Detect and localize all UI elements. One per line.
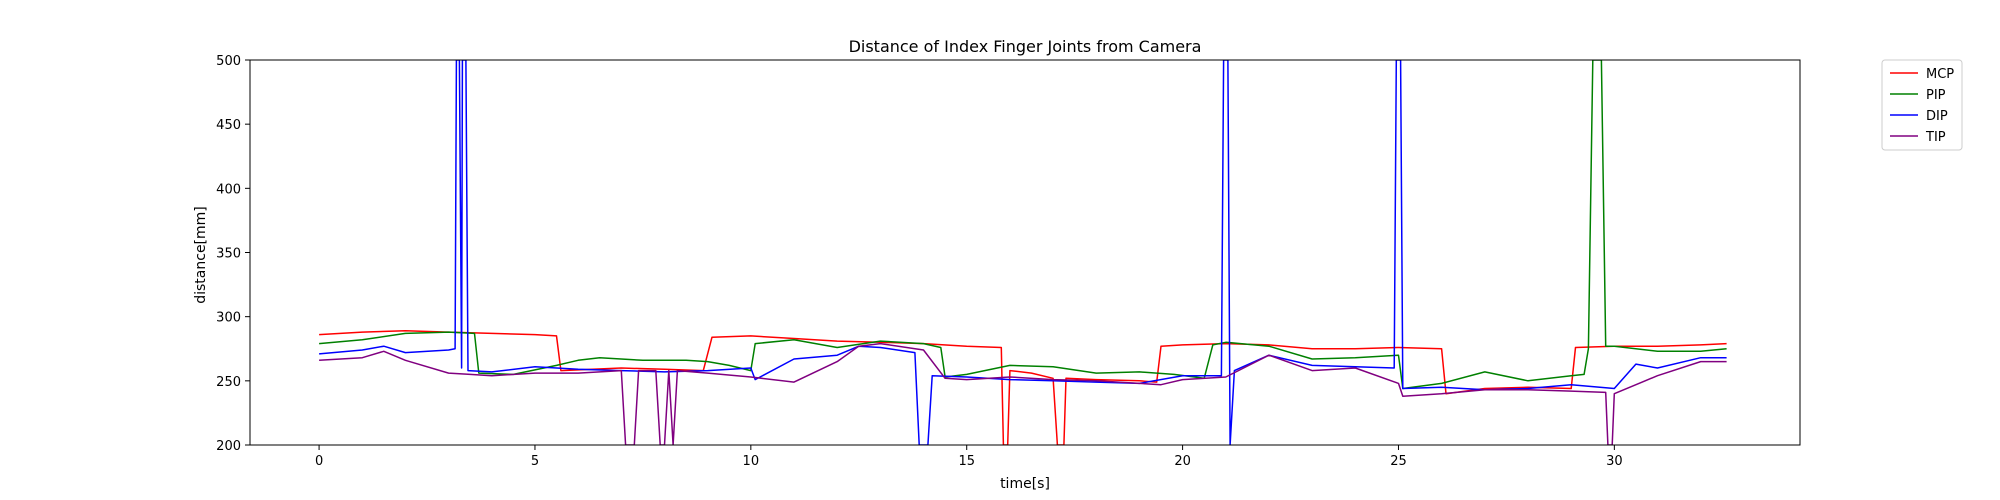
y-tick-label: 250 [216,375,241,390]
x-tick-label: 5 [531,454,539,469]
y-tick-label: 350 [216,247,241,262]
legend: MCP PIP DIP TIP [1881,59,1963,151]
series-line-pip [319,60,1727,390]
x-tick-label: 0 [315,454,323,469]
plot-area [249,59,1801,446]
x-axis-label: time[s] [1000,476,1050,492]
x-tick-label: 10 [743,454,760,469]
y-tick-label: 400 [216,182,241,197]
series-line-tip [319,342,1727,445]
x-tick-label: 25 [1390,454,1407,469]
y-tick-label: 200 [216,439,241,454]
chart-title: Distance of Index Finger Joints from Cam… [849,37,1202,56]
legend-label-tip: TIP [1925,130,1946,145]
legend-label-dip: DIP [1926,109,1948,124]
legend-label-mcp: MCP [1926,67,1954,82]
plot-frame [249,59,1801,446]
legend-box [1881,59,1963,151]
x-tick-label: 20 [1174,454,1191,469]
y-axis: 200 250 300 350 400 450 500 [216,54,250,454]
y-tick-label: 450 [216,118,241,133]
x-tick-label: 30 [1606,454,1623,469]
x-tick-label: 15 [958,454,975,469]
y-axis-label: distance[mm] [193,206,209,304]
series-line-dip [319,60,1727,445]
legend-label-pip: PIP [1926,88,1946,103]
y-tick-label: 500 [216,54,241,69]
y-tick-label: 300 [216,311,241,326]
x-axis: 0 5 10 15 20 25 30 [315,445,1623,469]
series-line-mcp [319,330,1727,445]
